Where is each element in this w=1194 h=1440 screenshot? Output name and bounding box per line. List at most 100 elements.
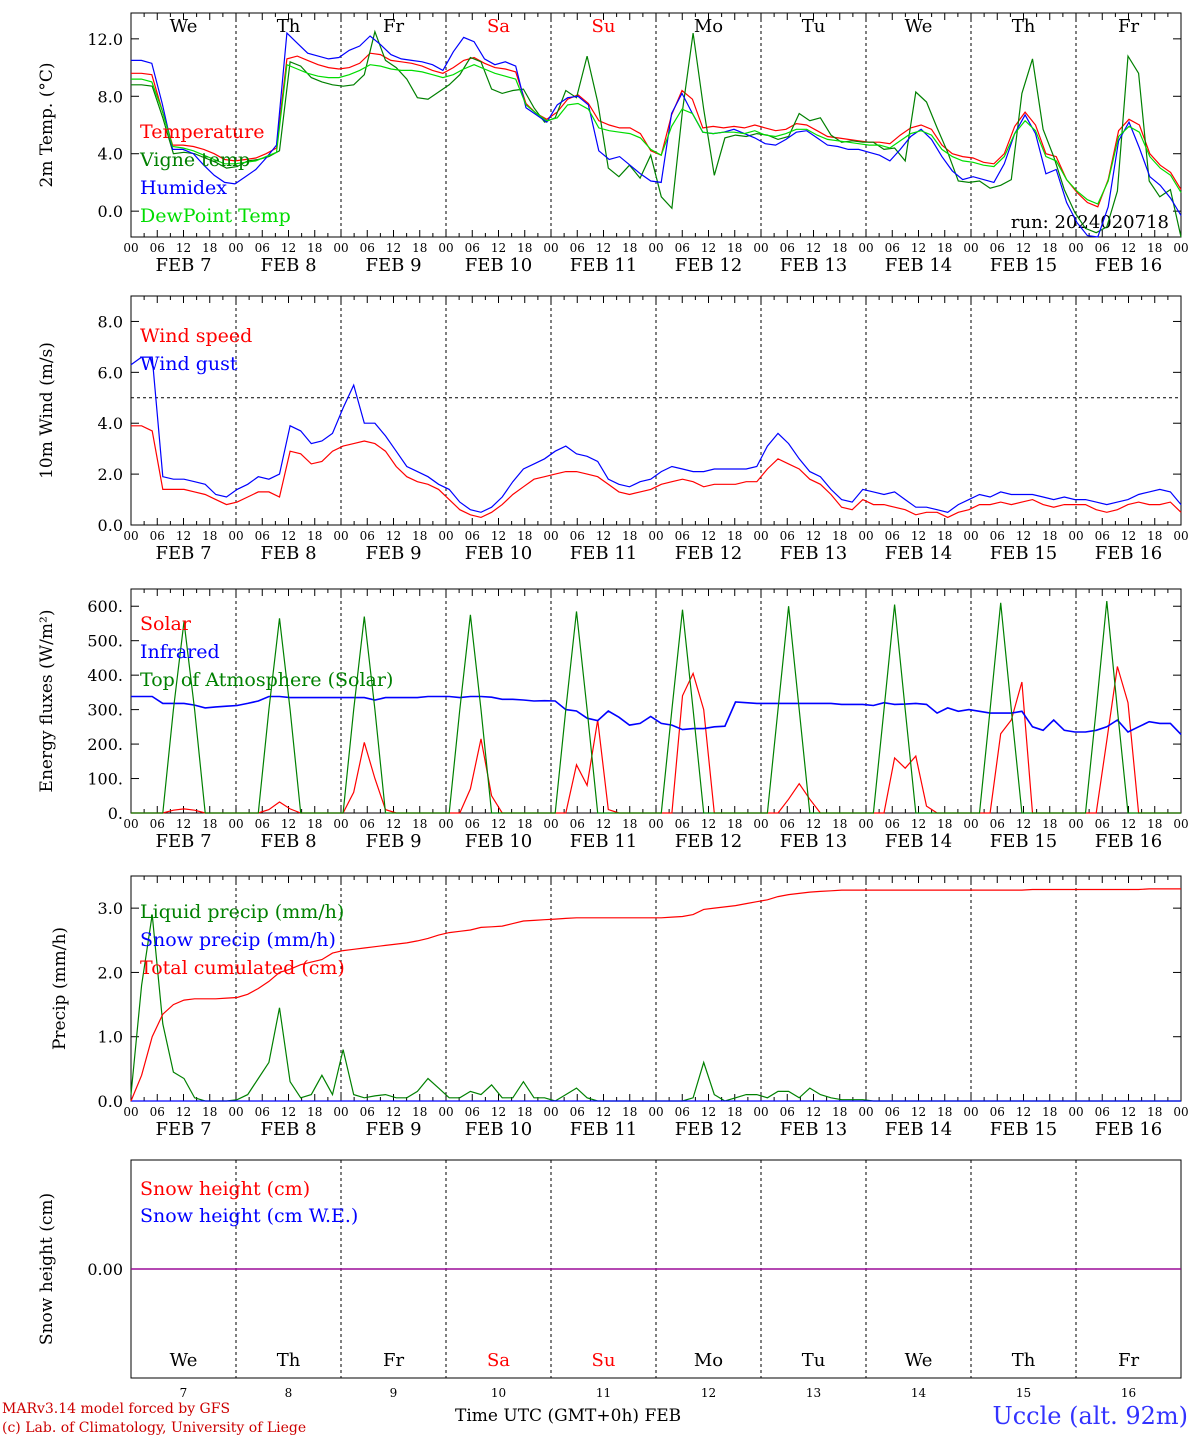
panel-4-ylabel: Snow height (cm) [37, 1193, 57, 1345]
hour-tick-label: 12 [806, 1105, 821, 1119]
hour-tick-label: 12 [911, 529, 926, 543]
hour-tick-label: 12 [1121, 1105, 1136, 1119]
hour-tick-label: 00 [123, 241, 138, 255]
series-line-infrared [131, 695, 1182, 735]
hour-tick-label: 00 [1068, 817, 1083, 831]
hour-tick-label: 12 [1016, 529, 1031, 543]
hour-tick-label: 06 [465, 1105, 480, 1119]
hour-tick-label: 00 [543, 529, 558, 543]
hour-tick-label: 18 [517, 817, 532, 831]
date-label: FEB 16 [1095, 831, 1162, 852]
bottom-weekday-label: Fr [383, 1350, 404, 1371]
legend-entry: Solar [140, 613, 192, 635]
x-axis-title: Time UTC (GMT+0h) FEB [455, 1408, 681, 1425]
hour-tick-label: 00 [543, 1105, 558, 1119]
hour-tick-label: 00 [438, 241, 453, 255]
hour-tick-label: 06 [780, 529, 795, 543]
hour-tick-label: 18 [1042, 1105, 1057, 1119]
hour-tick-label: 12 [386, 817, 401, 831]
hour-tick-label: 06 [990, 529, 1005, 543]
hour-tick-label: 12 [491, 529, 506, 543]
bottom-weekday-label: We [905, 1350, 933, 1371]
series-line-top-of-atmosphere-solar- [131, 601, 1181, 814]
date-label: FEB 15 [990, 543, 1057, 564]
hour-tick-label: 18 [517, 241, 532, 255]
hour-tick-label: 18 [1042, 817, 1057, 831]
hour-tick-label: 18 [1042, 241, 1057, 255]
hour-tick-label: 00 [963, 241, 978, 255]
date-label: FEB 10 [465, 255, 532, 276]
weekday-label: Mo [694, 16, 723, 37]
legend-entry: Snow precip (mm/h) [140, 929, 336, 951]
hour-tick-label: 18 [412, 529, 427, 543]
panel-0-ylabel: 2m Temp. (°C) [37, 62, 57, 187]
panel-1-ytick-label: 8.0 [98, 312, 123, 331]
hour-tick-label: 18 [412, 817, 427, 831]
hour-tick-label: 00 [753, 1105, 768, 1119]
date-label: FEB 13 [780, 831, 847, 852]
hour-tick-label: 00 [858, 1105, 873, 1119]
hour-tick-label: 06 [570, 529, 585, 543]
panel-1-ytick-label: 6.0 [98, 363, 123, 382]
hour-tick-label: 00 [438, 1105, 453, 1119]
hour-tick-label: 06 [780, 1105, 795, 1119]
hour-tick-label: 12 [386, 529, 401, 543]
legend-entry: Top of Atmosphere (Solar) [140, 669, 393, 691]
hour-tick-label: 00 [963, 817, 978, 831]
hour-tick-label: 18 [1147, 241, 1162, 255]
date-label: FEB 12 [675, 255, 742, 276]
hour-tick-label: 00 [333, 817, 348, 831]
hour-tick-label: 00 [333, 241, 348, 255]
hour-tick-label: 00 [1068, 529, 1083, 543]
hour-tick-label: 00 [963, 1105, 978, 1119]
weekday-label: Su [592, 16, 616, 37]
date-label: FEB 10 [465, 1119, 532, 1140]
legend-entry: Snow height (cm W.E.) [140, 1205, 358, 1227]
hour-tick-label: 12 [701, 241, 716, 255]
bottom-weekday-label: Mo [694, 1350, 723, 1371]
hour-tick-label: 12 [1121, 529, 1136, 543]
hour-tick-label: 06 [780, 817, 795, 831]
hour-tick-label: 06 [885, 241, 900, 255]
hour-tick-label: 06 [570, 241, 585, 255]
date-label: FEB 13 [780, 255, 847, 276]
hour-tick-label: 06 [255, 817, 270, 831]
hour-tick-label: 00 [858, 241, 873, 255]
hour-tick-label: 06 [885, 1105, 900, 1119]
hour-tick-label: 18 [412, 241, 427, 255]
hour-tick-label: 18 [307, 529, 322, 543]
hour-tick-label: 18 [1147, 817, 1162, 831]
hour-tick-label: 06 [150, 529, 165, 543]
hour-tick-label: 00 [648, 241, 663, 255]
hour-tick-label: 00 [1068, 241, 1083, 255]
panel-0-ytick-label: 0.0 [98, 202, 123, 221]
date-label: FEB 8 [260, 831, 316, 852]
hour-tick-label: 12 [176, 529, 191, 543]
series-line-wind-speed [131, 425, 1182, 519]
hour-tick-label: 00 [648, 529, 663, 543]
hour-tick-label: 12 [281, 529, 296, 543]
hour-tick-label: 18 [832, 529, 847, 543]
date-label: FEB 9 [365, 255, 421, 276]
hour-tick-label: 06 [1095, 817, 1110, 831]
bottom-day-number: 10 [491, 1386, 506, 1400]
bottom-weekday-label: Fr [1118, 1350, 1139, 1371]
hour-tick-label: 06 [675, 817, 690, 831]
weekday-label: We [905, 16, 933, 37]
hour-tick-label: 06 [360, 529, 375, 543]
series-line-dewpoint-temp [131, 63, 1182, 205]
date-label: FEB 10 [465, 831, 532, 852]
hour-tick-label: 12 [701, 817, 716, 831]
hour-tick-label: 00 [333, 529, 348, 543]
hour-tick-label: 18 [202, 1105, 217, 1119]
series-line-temperature [131, 52, 1182, 208]
hour-tick-label: 00 [1173, 817, 1188, 831]
date-label: FEB 10 [465, 543, 532, 564]
hour-tick-label: 12 [176, 1105, 191, 1119]
hour-tick-label: 18 [622, 241, 637, 255]
hour-tick-label: 12 [1016, 241, 1031, 255]
hour-tick-label: 18 [1042, 529, 1057, 543]
legend-entry: Total cumulated (cm) [140, 957, 345, 979]
hour-tick-label: 00 [438, 529, 453, 543]
